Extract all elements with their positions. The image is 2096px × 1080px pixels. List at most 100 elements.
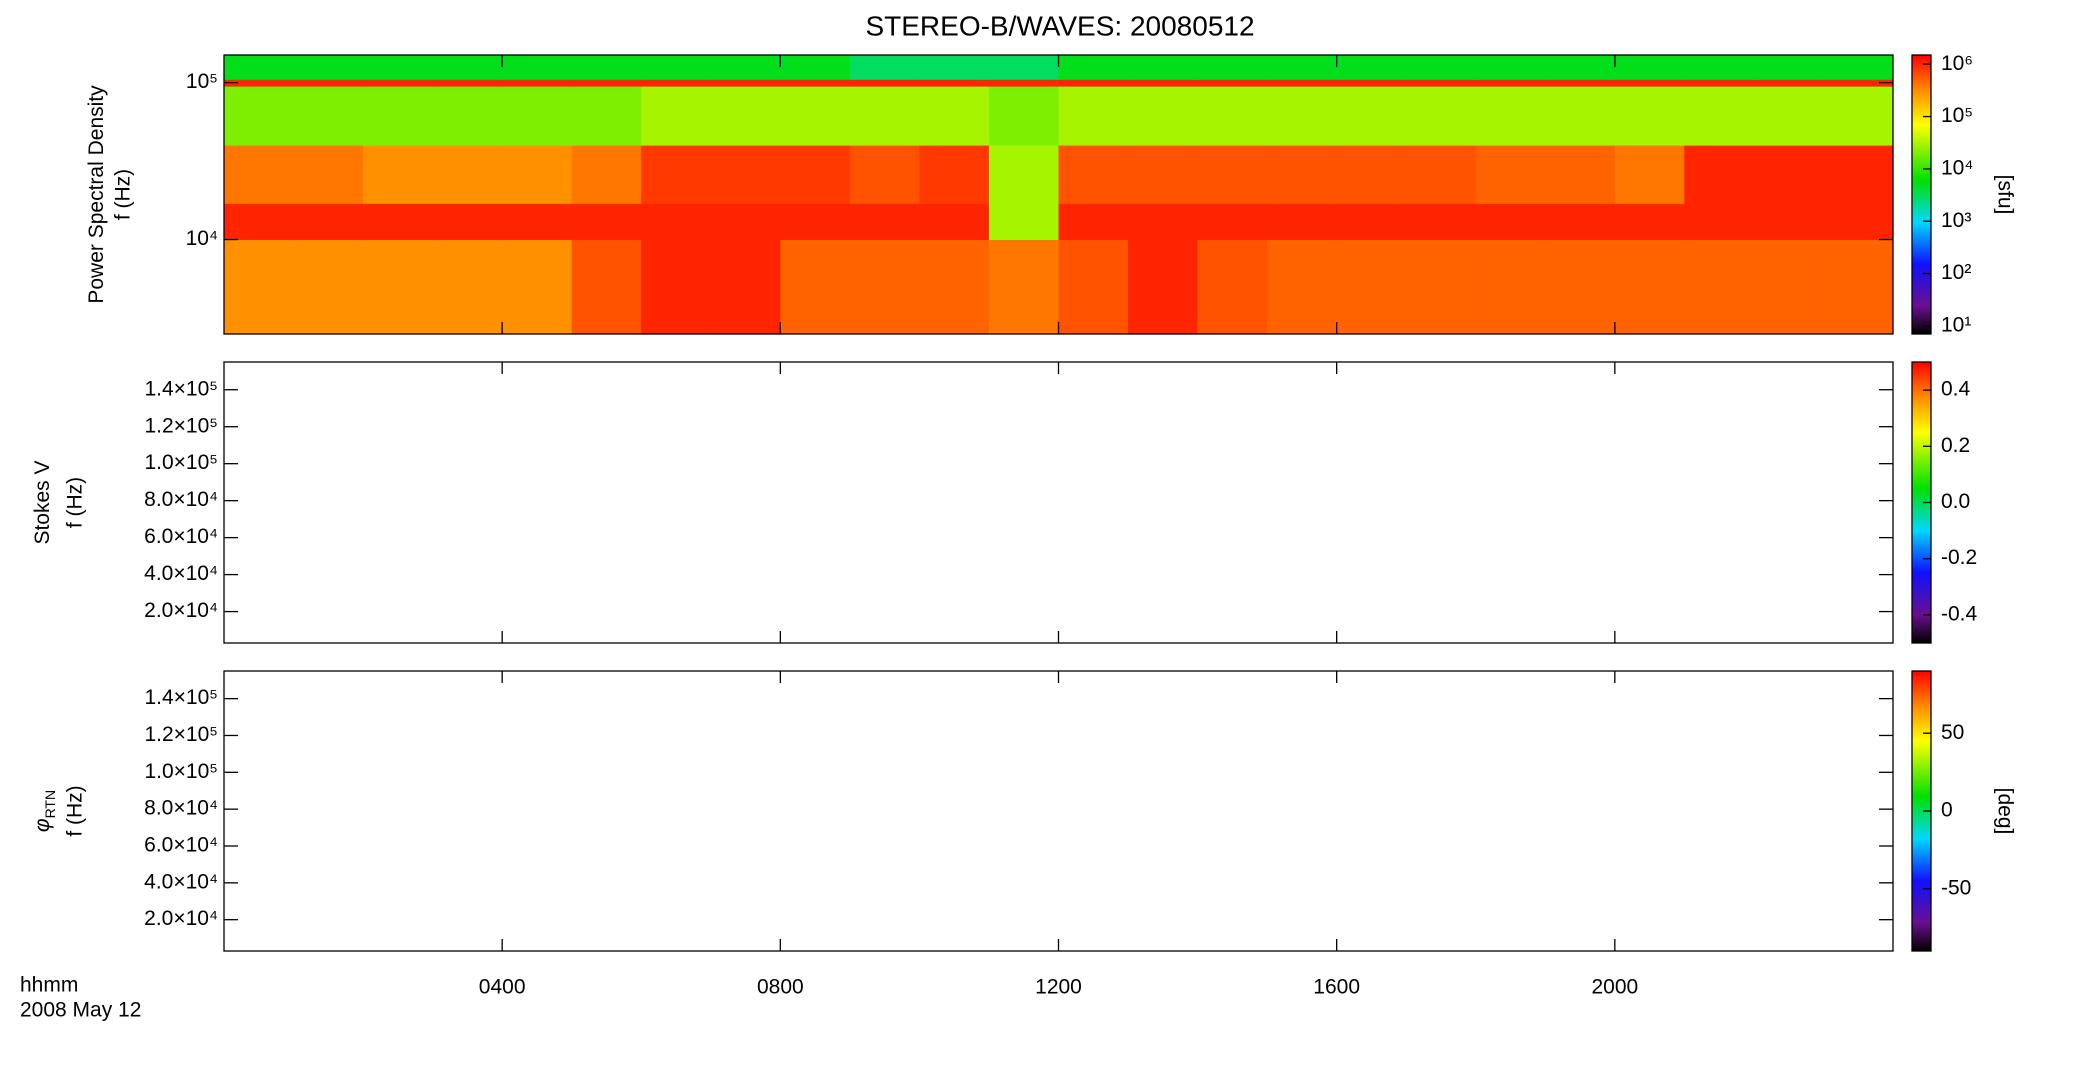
spectrogram-cell	[1336, 79, 1407, 87]
colorbar-tick-label: 10⁴	[1941, 156, 1973, 179]
y-quantity-text: Stokes V	[31, 460, 54, 544]
spectrogram-cell	[1058, 55, 1129, 80]
spectrogram-cell	[1545, 203, 1616, 241]
spectrogram-cell	[1823, 55, 1894, 80]
spectrogram-cell	[1128, 145, 1199, 204]
spectrogram-cell	[1267, 239, 1338, 335]
spectrogram-cell	[571, 203, 642, 241]
spectrogram-cell	[1267, 55, 1338, 80]
y-axis-label: f (Hz)	[112, 169, 135, 220]
y-tick-label: 2.0×10⁴	[144, 907, 218, 930]
x-tick-label: 2000	[1591, 976, 1638, 999]
colorbar-tick-label: 0.2	[1941, 434, 1970, 457]
spectrogram-cell	[919, 79, 990, 87]
spectrogram-cell	[432, 55, 503, 80]
spectrogram-cell	[571, 86, 642, 146]
spectrogram-cell	[571, 145, 642, 204]
spectrogram-cell	[1058, 145, 1129, 204]
spectrogram-cell	[224, 86, 295, 146]
spectrogram-cell	[1545, 79, 1616, 87]
spectrogram-cell	[919, 239, 990, 335]
spectrogram-cell	[919, 86, 990, 146]
x-tick-label: 1200	[1035, 976, 1082, 999]
spectrogram-cell	[919, 55, 990, 80]
spectrogram-cell	[502, 145, 573, 204]
spectrogram-cell	[1475, 145, 1546, 204]
colorbar-tick-label: 10¹	[1941, 313, 1971, 336]
colorbar-tick-label: 0	[1941, 799, 1953, 822]
spectrogram-cell	[1823, 79, 1894, 87]
y-tick-label: 1.2×10⁵	[144, 414, 218, 437]
spectrogram-cell	[1267, 86, 1338, 146]
spectrogram-cell	[849, 79, 920, 87]
spectrogram-cell	[1336, 203, 1407, 241]
y-tick-label: 1.2×10⁵	[144, 723, 218, 746]
y-tick-label: 2.0×10⁴	[144, 599, 218, 622]
spectrogram-cell	[1267, 203, 1338, 241]
spectrogram-cell	[363, 86, 434, 146]
spectrogram-cell	[293, 203, 364, 241]
spectrogram-cell	[1684, 203, 1755, 241]
colorbar-tick-label: 0.4	[1941, 378, 1971, 401]
spectrogram-cell	[641, 145, 712, 204]
spectrogram-cell	[919, 203, 990, 241]
y-quantity-label: φRTN	[31, 790, 58, 832]
spectrogram-cell	[1753, 203, 1824, 241]
spectrogram-cell	[293, 55, 364, 80]
spectrogram-cell	[1545, 145, 1616, 204]
spectrogram-cell	[1058, 203, 1129, 241]
spectrogram-cell	[432, 145, 503, 204]
colorbar-tick-label: 10⁵	[1941, 104, 1973, 127]
spectrogram-cell	[571, 239, 642, 335]
spectrogram-cell	[1475, 86, 1546, 146]
spectrogram-cell	[1475, 79, 1546, 87]
colorbar-tick-label: -0.4	[1941, 602, 1978, 625]
spectrogram-cell	[1197, 203, 1268, 241]
spectrogram-cell	[1406, 203, 1477, 241]
spectrogram-cell	[988, 79, 1059, 87]
spectrogram-cell	[571, 79, 642, 87]
spectrogram-cell	[1753, 86, 1824, 146]
y-tick-label: 4.0×10⁴	[144, 870, 218, 893]
spectrogram-cell	[1475, 239, 1546, 335]
spectrogram-cell	[710, 79, 781, 87]
y-axis-label: f (Hz)	[64, 477, 87, 528]
spectrogram-cell	[1336, 145, 1407, 204]
spectrogram-cell	[780, 145, 851, 204]
colorbar-tick-label: 50	[1941, 721, 1964, 744]
spectrogram-cell	[641, 79, 712, 87]
spectrogram-cell	[1406, 79, 1477, 87]
y-quantity-label: Stokes V	[31, 460, 54, 544]
spectrogram-cell	[780, 86, 851, 146]
colorbar-tick-label: 10⁶	[1941, 52, 1973, 75]
spectrogram-cell	[1614, 79, 1685, 87]
spectrogram-cell	[1336, 86, 1407, 146]
spectrogram-cell	[224, 239, 295, 335]
spectrogram-cell	[1753, 79, 1824, 87]
spectrogram-cell	[1406, 145, 1477, 204]
colorbar-label: [sfu]	[1993, 175, 2016, 215]
spectrogram-cell	[849, 239, 920, 335]
spectrogram-cell	[1197, 86, 1268, 146]
spectrogram-cell	[710, 55, 781, 80]
spectrogram-cell	[432, 203, 503, 241]
spectrogram-cell	[363, 203, 434, 241]
spectrogram-cell	[1128, 86, 1199, 146]
y-tick-label: 8.0×10⁴	[144, 797, 218, 820]
plot-frame	[223, 361, 1894, 644]
y-tick-label: 6.0×10⁴	[144, 525, 218, 548]
spectrogram-cell	[1406, 239, 1477, 335]
spectrogram-cell	[502, 239, 573, 335]
y-tick-label: 4.0×10⁴	[144, 562, 218, 585]
y-tick-label: 1.4×10⁵	[144, 377, 218, 400]
spectrogram-cell	[1684, 79, 1755, 87]
spectrogram-cell	[1058, 79, 1129, 87]
spectrogram-cell	[1614, 86, 1685, 146]
spectrogram-cell	[849, 55, 920, 80]
spectrogram-cell	[1823, 86, 1894, 146]
spectrogram-cell	[919, 145, 990, 204]
spectrogram-cell	[224, 55, 295, 80]
spectrogram-cell	[1545, 239, 1616, 335]
spectrogram-cell	[1614, 145, 1685, 204]
